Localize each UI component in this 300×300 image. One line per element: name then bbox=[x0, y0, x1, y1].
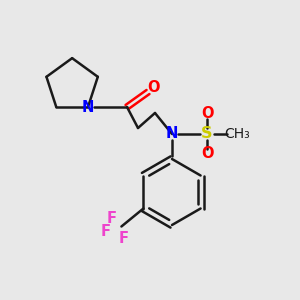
Text: N: N bbox=[166, 127, 178, 142]
Text: O: O bbox=[201, 146, 213, 161]
Text: O: O bbox=[148, 80, 160, 95]
Text: F: F bbox=[118, 231, 128, 246]
Text: S: S bbox=[201, 127, 213, 142]
Text: O: O bbox=[201, 106, 213, 122]
Text: F: F bbox=[100, 224, 110, 239]
Text: N: N bbox=[82, 100, 94, 115]
Text: F: F bbox=[106, 211, 116, 226]
Text: CH₃: CH₃ bbox=[224, 127, 250, 141]
